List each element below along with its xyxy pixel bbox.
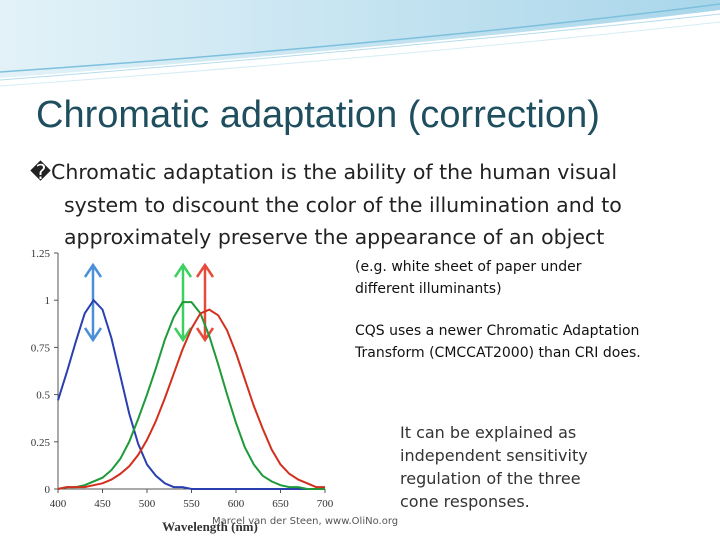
x-tick-label: 400 (50, 498, 67, 510)
curve (57, 308, 325, 490)
note: CQS uses a newer Chromatic Adaptation Tr… (355, 323, 641, 361)
y-tick-label: 1.25 (31, 248, 51, 260)
header-decoration (0, 0, 720, 87)
bullet-line: �Chromatic adaptation is the ability of … (30, 160, 618, 184)
bullet-line: approximately preserve the appearance of… (64, 225, 605, 249)
note: It can be explained as independent sensi… (400, 423, 588, 511)
y-tick-label: 0.5 (36, 390, 50, 402)
arrows (83, 262, 215, 343)
y-tick-label: 0.75 (31, 342, 51, 354)
title: Chromatic adaptation (correction) (36, 94, 600, 136)
curve (57, 301, 325, 490)
x-tick-label: 550 (183, 498, 200, 510)
y-tick-label: 0 (45, 484, 51, 496)
x-tick-label: 650 (272, 498, 289, 510)
curve (57, 298, 325, 490)
credit: Marcel van der Steen, www.OliNo.org (212, 516, 399, 527)
x-tick-label: 700 (317, 498, 334, 510)
y-tick-label: 0.25 (31, 437, 51, 449)
bullet-line: system to discount the color of the illu… (64, 193, 622, 217)
note: (e.g. white sheet of paper under differe… (355, 259, 582, 297)
x-tick-label: 450 (94, 498, 111, 510)
y-tick-label: 1 (45, 295, 51, 307)
x-tick-label: 500 (139, 498, 156, 510)
x-axis-label: Wavelength (nm) (162, 519, 258, 534)
chart: 0 0.25 0.5 0.75 1 1.25 400 450 500 550 600 650 700 Wa… (31, 248, 334, 534)
x-tick-label: 600 (228, 498, 245, 510)
